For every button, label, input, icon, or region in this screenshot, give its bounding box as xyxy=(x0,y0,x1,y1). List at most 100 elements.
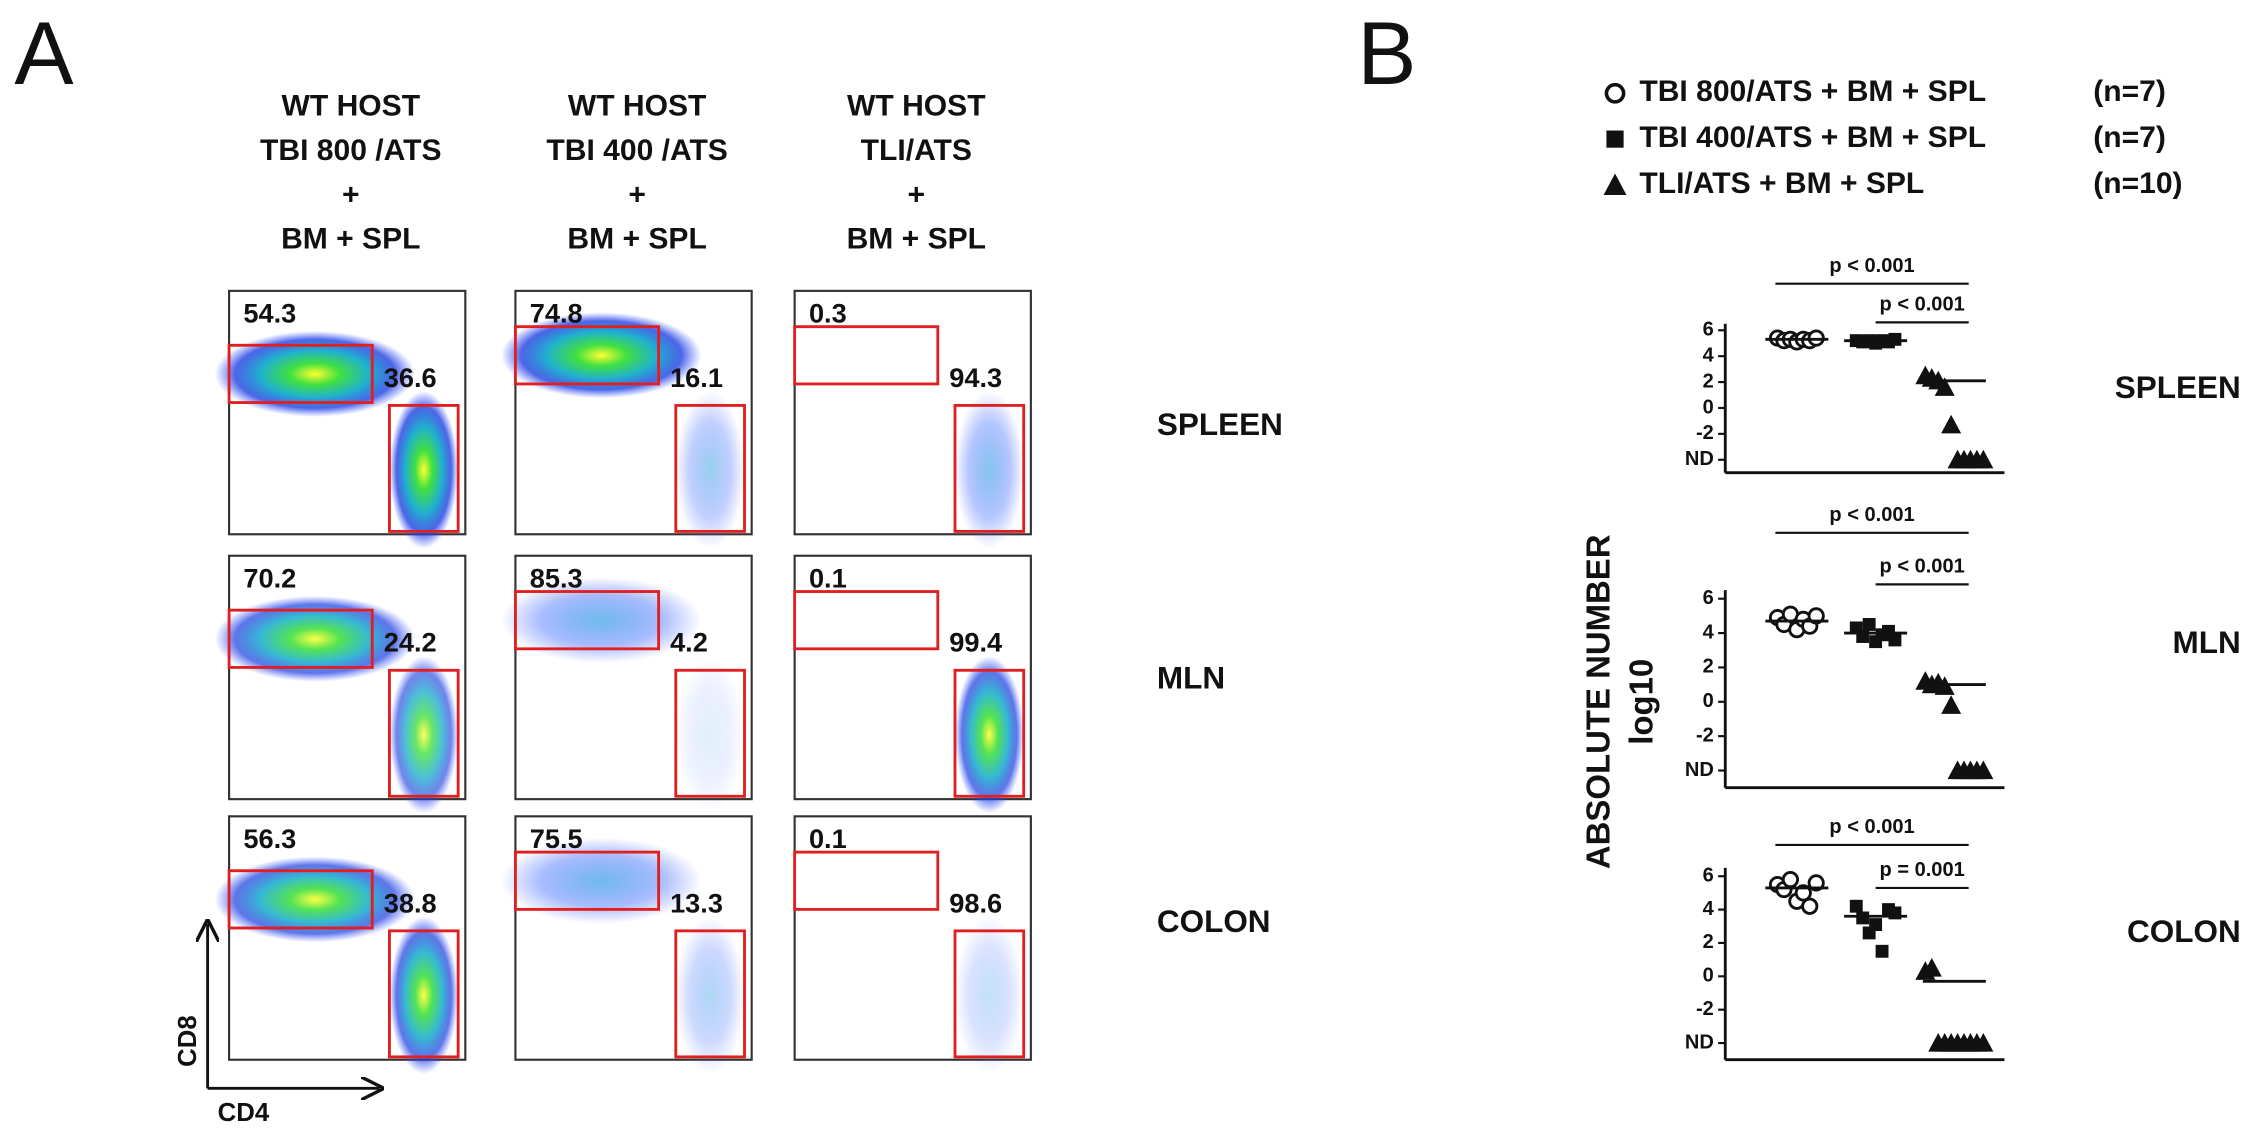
gate-label: 36.6 xyxy=(384,362,437,393)
gate xyxy=(793,325,940,386)
row-label: COLON xyxy=(2127,913,2241,949)
gate xyxy=(388,668,460,798)
gate xyxy=(227,869,374,930)
density xyxy=(389,655,459,814)
data-point xyxy=(1781,870,1800,889)
y-tick-label: 0 xyxy=(1703,690,1714,712)
row-label: COLON xyxy=(1157,903,1271,939)
gate-label: 94.3 xyxy=(949,362,1002,393)
p-value: p < 0.001 xyxy=(1829,255,1914,277)
row-label: MLN xyxy=(1157,660,1225,696)
gate xyxy=(388,403,460,533)
column-header: BM + SPL xyxy=(567,223,706,256)
column-header: TBI 800 /ATS xyxy=(260,134,441,167)
gate-label: 0.1 xyxy=(809,823,847,854)
gate-label: 75.5 xyxy=(530,823,583,854)
y-tick-label: -2 xyxy=(1696,724,1714,746)
data-point xyxy=(1941,695,1962,714)
gate-label: 99.4 xyxy=(949,627,1002,658)
p-value: p < 0.001 xyxy=(1829,816,1914,838)
column-header: BM + SPL xyxy=(847,223,986,256)
legend-n: (n=10) xyxy=(2093,167,2182,200)
density xyxy=(501,312,702,399)
column-header: WT HOST xyxy=(282,90,421,123)
row-label: SPLEEN xyxy=(1157,406,1283,442)
axis-label: log10 xyxy=(1622,659,1659,745)
density xyxy=(675,391,745,549)
y-tick-label: 2 xyxy=(1703,931,1714,953)
legend-marker xyxy=(1606,130,1624,148)
y-tick-label: 4 xyxy=(1703,621,1715,643)
column-header: WT HOST xyxy=(847,90,986,123)
y-tick-label: -2 xyxy=(1696,422,1714,444)
column-header: TLI/ATS xyxy=(861,134,972,167)
y-tick-label: 6 xyxy=(1703,865,1714,887)
legend-label: TBI 800/ATS + BM + SPL xyxy=(1639,75,1986,108)
gate xyxy=(793,850,940,911)
y-tick-label: ND xyxy=(1685,1031,1714,1053)
gate-label: 16.1 xyxy=(670,362,723,393)
gate-label: 38.8 xyxy=(384,887,437,918)
density xyxy=(675,655,745,814)
p-value: p < 0.001 xyxy=(1829,504,1914,526)
gate xyxy=(514,850,661,911)
gate-label: 0.3 xyxy=(809,297,847,328)
column-header: + xyxy=(908,178,926,211)
density xyxy=(954,655,1024,814)
gate xyxy=(953,403,1026,533)
axis-label: ABSOLUTE NUMBER xyxy=(1579,534,1616,869)
data-point xyxy=(1888,633,1902,647)
data-point xyxy=(1849,899,1863,913)
gate xyxy=(514,325,661,386)
gate xyxy=(674,929,746,1059)
axis-label: CD8 xyxy=(174,1015,202,1067)
y-tick-label: 4 xyxy=(1703,344,1715,366)
density xyxy=(214,856,416,943)
density xyxy=(389,391,459,549)
gate xyxy=(674,668,746,798)
gate xyxy=(793,590,940,651)
panel-letter: A xyxy=(14,4,74,103)
data-point xyxy=(1973,760,1994,780)
data-point xyxy=(1807,607,1825,625)
data-point xyxy=(1869,918,1883,932)
gate xyxy=(388,929,460,1059)
density xyxy=(954,391,1024,549)
gate xyxy=(953,929,1026,1059)
row-label: MLN xyxy=(2173,624,2241,660)
y-tick-label: 2 xyxy=(1703,370,1714,392)
y-tick-label: ND xyxy=(1685,448,1714,470)
column-header: + xyxy=(628,178,646,211)
y-tick-label: 2 xyxy=(1703,656,1714,678)
p-value: p = 0.001 xyxy=(1880,859,1965,881)
data-point xyxy=(1934,377,1955,396)
density xyxy=(954,916,1024,1075)
panel-letter: B xyxy=(1357,4,1416,103)
gate xyxy=(514,590,661,651)
data-point xyxy=(1862,618,1876,631)
data-point xyxy=(1941,414,1962,434)
density xyxy=(501,837,702,924)
y-tick-label: 4 xyxy=(1703,898,1715,920)
y-tick-label: 6 xyxy=(1703,319,1714,341)
gate-label: 0.1 xyxy=(809,562,847,593)
gate xyxy=(674,403,746,533)
column-header: WT HOST xyxy=(568,90,707,123)
gate-label: 98.6 xyxy=(949,887,1002,918)
y-tick-label: -2 xyxy=(1696,998,1714,1020)
density xyxy=(675,916,745,1075)
gate-label: 54.3 xyxy=(243,297,296,328)
density xyxy=(389,916,459,1075)
column-header: BM + SPL xyxy=(281,223,420,256)
data-point xyxy=(1875,944,1889,958)
gate-label: 4.2 xyxy=(670,627,708,658)
data-point xyxy=(1973,449,1994,469)
gate-label: 24.2 xyxy=(384,627,437,658)
gate-label: 85.3 xyxy=(530,562,583,593)
gate-label: 70.2 xyxy=(243,562,296,593)
y-tick-label: 6 xyxy=(1703,587,1714,609)
data-point xyxy=(1856,911,1870,925)
p-value: p < 0.001 xyxy=(1880,556,1965,578)
gate xyxy=(227,343,374,404)
